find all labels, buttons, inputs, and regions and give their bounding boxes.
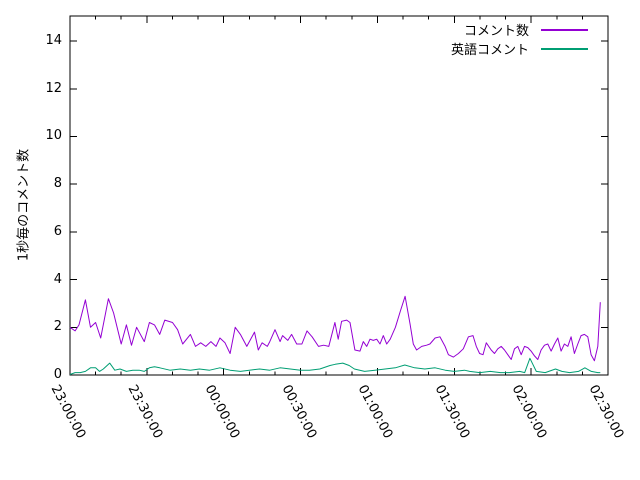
y-axis-title: 1秒毎のコメント数 — [16, 148, 32, 262]
y-tick-label: 8 — [53, 176, 62, 192]
y-tick-label: 6 — [53, 223, 62, 239]
y-tick-label: 14 — [45, 33, 62, 49]
legend-entry-english-comments: 英語コメント — [451, 39, 588, 58]
legend-label-english-comments: 英語コメント — [450, 43, 529, 58]
plot-border — [69, 15, 609, 376]
legend-entry-comments: コメント数 — [451, 20, 588, 39]
y-tick-label: 4 — [53, 271, 62, 287]
y-tick-label: 2 — [53, 319, 62, 335]
y-tick-label: 10 — [45, 128, 62, 144]
series-line-english-comments — [69, 357, 601, 375]
legend: コメント数 英語コメント — [451, 20, 588, 58]
y-tick-label: 0 — [53, 367, 62, 382]
legend-line-sample-comments — [541, 28, 588, 31]
y-tick-label: 12 — [45, 80, 62, 96]
legend-label-comments: コメント数 — [463, 24, 529, 39]
legend-line-sample-english-comments — [541, 47, 588, 50]
series-line-comments — [69, 295, 601, 362]
